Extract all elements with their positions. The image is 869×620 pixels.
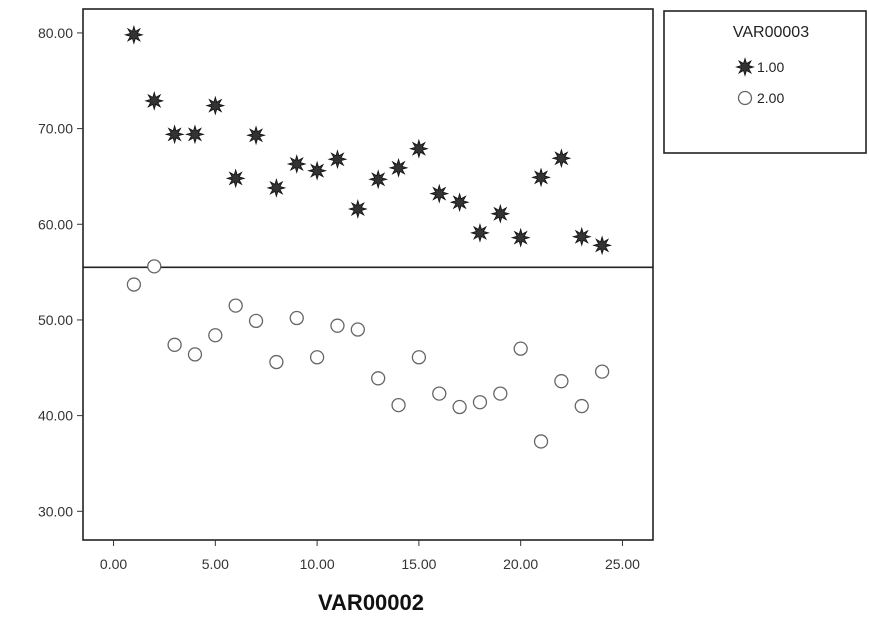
series-1-point [246,125,266,146]
series-2-point [167,337,182,352]
series-1-point [592,235,613,256]
series-1-point [123,24,144,45]
series-1-point [164,124,185,145]
legend-star-marker [735,57,755,77]
series-1-point [327,149,348,170]
y-tick-label: 60.00 [38,216,73,232]
plot-area [82,8,654,541]
x-tick-label: 25.00 [605,556,640,572]
series-1-point [449,192,470,213]
y-tick-label: 50.00 [38,312,73,328]
legend-label-series-2: 2.00 [757,90,784,106]
legend-circle-marker [737,90,753,106]
series-2-point [594,364,610,379]
y-tick-label: 30.00 [38,503,73,519]
series-2-point [432,386,447,401]
x-tick-label: 0.00 [100,556,127,572]
series-1-point [470,222,490,243]
series-2-point [554,374,569,389]
series-1-point [551,148,572,169]
series-2-point [187,347,203,362]
series-1-point [531,167,551,188]
series-1-point [510,227,531,248]
series-1-point [388,157,409,178]
axes: 30.00 40.00 50.00 60.00 70.00 80.00 0.00 5.00 10… [38,25,640,572]
data-points [123,24,613,449]
series-1-point [571,226,592,247]
series-2-point [391,397,406,413]
series-2-point [452,399,467,415]
legend: VAR00003 1.00 2.00 [663,10,867,154]
series-1-point [490,203,511,224]
series-2-point [126,277,142,292]
series-2-point [330,318,345,333]
series-2-point [289,310,304,326]
series-1-point [307,160,328,181]
y-tick-label: 80.00 [38,25,73,41]
series-1-point [266,177,287,198]
legend-title: VAR00003 [733,24,809,41]
series-2-point [248,313,264,329]
legend-box [663,10,867,154]
series-1-point [286,154,307,174]
series-1-point [225,168,246,189]
series-2-point [350,322,365,337]
y-tick-label: 40.00 [38,408,73,424]
series-2-point [574,398,589,414]
series-2-point [309,350,325,365]
series-2-point [269,354,284,370]
legend-label-series-1: 1.00 [757,59,784,75]
series-2-point [147,259,162,274]
series-2-point [472,395,488,410]
series-2-point [493,386,508,401]
series-2-point [513,341,528,356]
x-tick-label: 20.00 [503,556,538,572]
x-tick-label: 5.00 [202,556,229,572]
series-2-point [208,328,223,343]
series-2-point [533,434,549,449]
x-tick-label: 15.00 [401,556,436,572]
series-1-point [408,138,429,159]
series-1-point [144,90,165,111]
series-2-point [228,298,243,313]
series-1-point [429,183,450,204]
series-1-point [185,124,205,145]
series-1-point [205,95,226,116]
x-axis-label: VAR00002 [318,590,424,615]
series-1-point [368,169,389,190]
y-tick-label: 70.00 [38,121,73,137]
series-2-point [411,350,427,365]
series-2-point [371,371,386,386]
x-tick-label: 10.00 [300,556,335,572]
series-1-point [347,199,368,219]
plot-frame [82,8,654,541]
